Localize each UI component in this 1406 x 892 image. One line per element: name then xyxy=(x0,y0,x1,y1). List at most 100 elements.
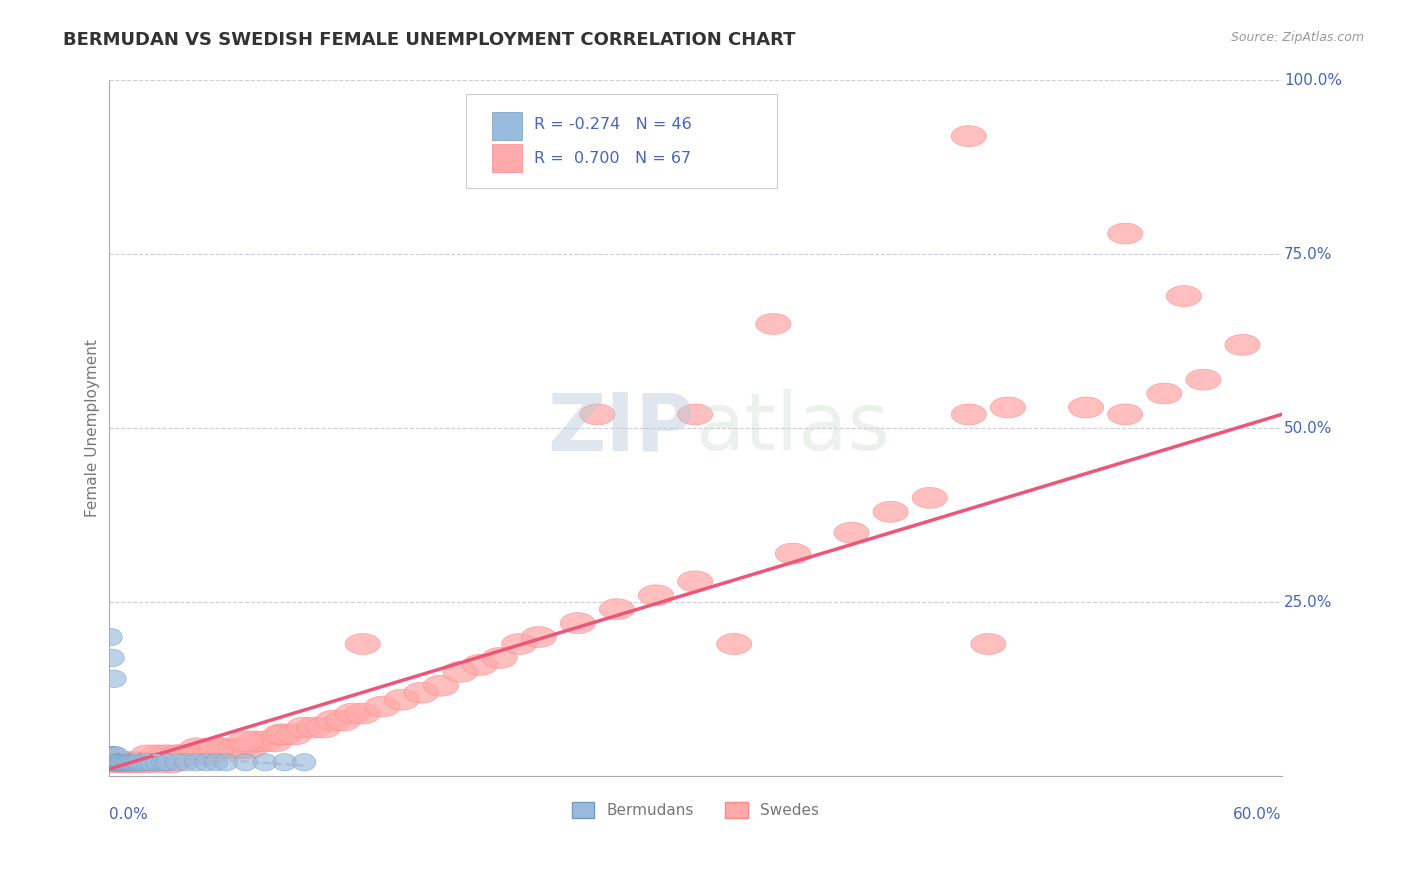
Ellipse shape xyxy=(952,126,987,146)
Ellipse shape xyxy=(117,754,141,771)
Ellipse shape xyxy=(121,754,143,771)
Ellipse shape xyxy=(114,754,138,771)
Ellipse shape xyxy=(384,690,419,710)
Ellipse shape xyxy=(218,738,253,759)
Ellipse shape xyxy=(117,754,141,771)
Ellipse shape xyxy=(98,754,122,771)
Ellipse shape xyxy=(103,670,127,688)
Ellipse shape xyxy=(834,522,869,543)
Ellipse shape xyxy=(152,754,176,771)
Ellipse shape xyxy=(201,738,236,759)
Ellipse shape xyxy=(232,738,267,759)
Text: Source: ZipAtlas.com: Source: ZipAtlas.com xyxy=(1230,31,1364,45)
Ellipse shape xyxy=(122,754,146,771)
Ellipse shape xyxy=(176,754,198,771)
Ellipse shape xyxy=(111,754,134,771)
Ellipse shape xyxy=(326,710,361,731)
Ellipse shape xyxy=(423,675,458,696)
Text: 60.0%: 60.0% xyxy=(1233,807,1282,822)
Text: R =  0.700   N = 67: R = 0.700 N = 67 xyxy=(534,151,692,166)
Ellipse shape xyxy=(149,745,184,765)
Ellipse shape xyxy=(103,754,127,771)
Ellipse shape xyxy=(101,754,124,771)
Ellipse shape xyxy=(146,752,181,772)
Ellipse shape xyxy=(131,745,166,765)
Text: atlas: atlas xyxy=(695,389,890,467)
Ellipse shape xyxy=(156,754,179,771)
Ellipse shape xyxy=(292,754,316,771)
Ellipse shape xyxy=(204,754,228,771)
Ellipse shape xyxy=(121,752,156,772)
Ellipse shape xyxy=(101,752,136,772)
Ellipse shape xyxy=(277,724,312,745)
Ellipse shape xyxy=(873,501,908,522)
Ellipse shape xyxy=(107,754,131,771)
Ellipse shape xyxy=(198,738,233,759)
Ellipse shape xyxy=(111,752,146,772)
Text: 100.0%: 100.0% xyxy=(1284,73,1341,88)
Ellipse shape xyxy=(97,752,132,772)
Ellipse shape xyxy=(101,649,124,666)
Ellipse shape xyxy=(103,754,127,771)
Ellipse shape xyxy=(136,754,159,771)
Ellipse shape xyxy=(273,754,297,771)
Ellipse shape xyxy=(1185,369,1220,390)
Ellipse shape xyxy=(502,633,537,655)
Ellipse shape xyxy=(194,754,218,771)
Ellipse shape xyxy=(181,745,217,765)
Ellipse shape xyxy=(678,571,713,591)
Ellipse shape xyxy=(141,754,163,771)
Ellipse shape xyxy=(443,661,478,682)
Ellipse shape xyxy=(638,585,673,606)
Ellipse shape xyxy=(107,754,131,771)
Ellipse shape xyxy=(112,754,136,771)
Text: 75.0%: 75.0% xyxy=(1284,247,1333,262)
Ellipse shape xyxy=(775,543,810,564)
Ellipse shape xyxy=(346,703,381,724)
Ellipse shape xyxy=(214,754,238,771)
Ellipse shape xyxy=(103,747,127,764)
Text: ZIP: ZIP xyxy=(548,389,695,467)
Ellipse shape xyxy=(482,648,517,668)
Ellipse shape xyxy=(404,682,439,703)
Ellipse shape xyxy=(134,752,169,772)
Ellipse shape xyxy=(990,397,1025,417)
Ellipse shape xyxy=(188,745,224,765)
Ellipse shape xyxy=(756,313,792,334)
Ellipse shape xyxy=(346,633,381,655)
Text: 50.0%: 50.0% xyxy=(1284,421,1333,436)
Text: BERMUDAN VS SWEDISH FEMALE UNEMPLOYMENT CORRELATION CHART: BERMUDAN VS SWEDISH FEMALE UNEMPLOYMENT … xyxy=(63,31,796,49)
Ellipse shape xyxy=(146,754,169,771)
Ellipse shape xyxy=(107,752,142,772)
Text: 25.0%: 25.0% xyxy=(1284,595,1333,610)
Ellipse shape xyxy=(247,731,283,752)
Ellipse shape xyxy=(522,626,557,648)
Ellipse shape xyxy=(127,752,162,772)
Ellipse shape xyxy=(560,613,595,633)
Ellipse shape xyxy=(1166,285,1202,307)
Ellipse shape xyxy=(912,487,948,508)
Legend: Bermudans, Swedes: Bermudans, Swedes xyxy=(565,796,825,824)
Ellipse shape xyxy=(364,696,399,717)
Ellipse shape xyxy=(208,738,243,759)
Ellipse shape xyxy=(267,724,302,745)
Ellipse shape xyxy=(307,717,342,738)
Ellipse shape xyxy=(952,404,987,425)
Ellipse shape xyxy=(166,754,188,771)
Ellipse shape xyxy=(579,404,614,425)
Ellipse shape xyxy=(101,754,124,771)
Ellipse shape xyxy=(224,738,259,759)
Ellipse shape xyxy=(1069,397,1104,417)
Ellipse shape xyxy=(463,655,498,675)
Ellipse shape xyxy=(156,752,191,772)
Ellipse shape xyxy=(263,724,298,745)
Ellipse shape xyxy=(238,731,273,752)
Ellipse shape xyxy=(228,731,263,752)
Ellipse shape xyxy=(104,754,128,771)
Y-axis label: Female Unemployment: Female Unemployment xyxy=(86,339,100,517)
Ellipse shape xyxy=(678,404,713,425)
Ellipse shape xyxy=(179,738,214,759)
Ellipse shape xyxy=(233,754,257,771)
FancyBboxPatch shape xyxy=(467,95,778,188)
Ellipse shape xyxy=(287,717,322,738)
